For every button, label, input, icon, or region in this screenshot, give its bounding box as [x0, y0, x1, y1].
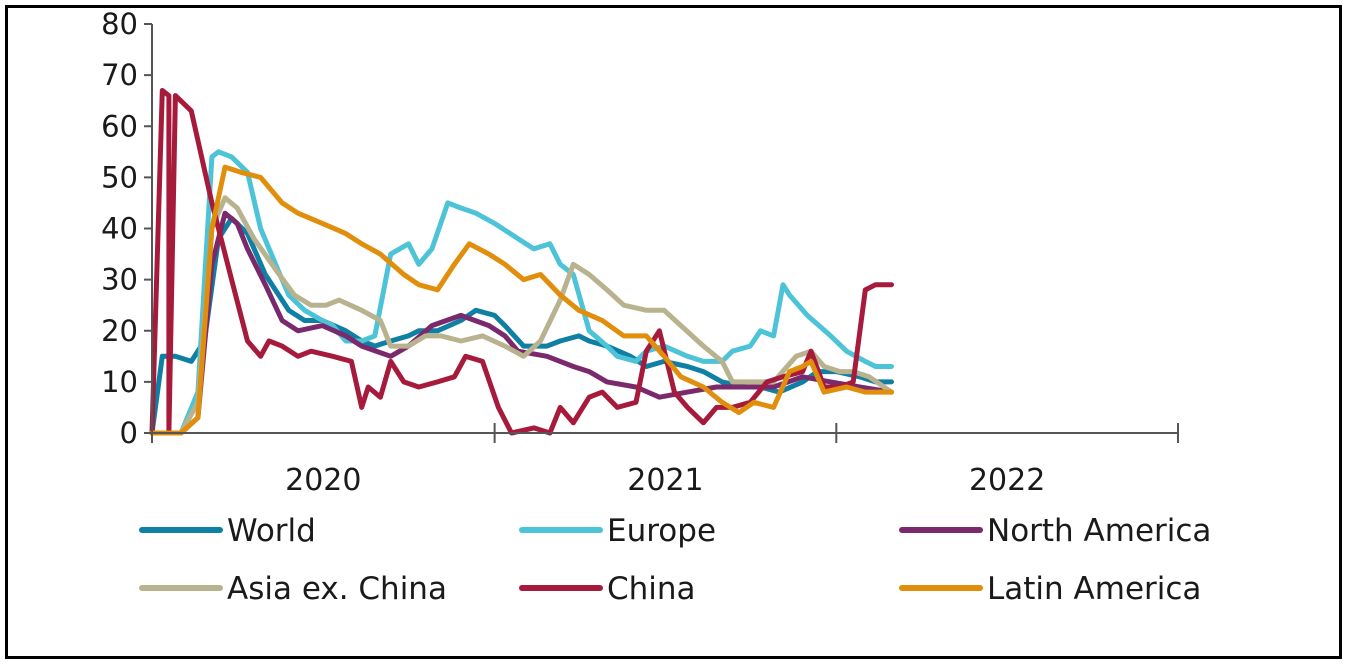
legend: World Europe North America Asia ex. China Ch…	[139, 513, 1211, 607]
y-tick-label: 50	[101, 160, 138, 194]
series-line-china	[149, 88, 894, 436]
y-axis-ticks: 0 10 20 30 40 50 60 70 80	[101, 7, 152, 450]
series-line-north-america	[149, 210, 894, 436]
x-tick-label: 2020	[285, 463, 361, 498]
y-tick-label: 0	[120, 416, 138, 450]
y-tick-label: 10	[101, 365, 138, 399]
legend-label: Asia ex. China	[227, 571, 447, 607]
y-tick-label: 80	[101, 7, 138, 41]
y-tick-label: 20	[101, 314, 138, 348]
x-tick-label: 2021	[627, 463, 703, 498]
legend-label: Europe	[607, 513, 716, 549]
y-tick-label: 30	[101, 263, 138, 297]
legend-label: North America	[987, 513, 1211, 549]
legend-label: Latin America	[987, 571, 1201, 607]
legend-label: China	[607, 571, 696, 607]
chart-frame	[5, 5, 1342, 659]
y-tick-label: 40	[101, 212, 138, 246]
y-tick-label: 60	[101, 109, 138, 143]
y-tick-label: 70	[101, 58, 138, 92]
legend-label: World	[227, 513, 316, 549]
plot-lines	[149, 88, 894, 436]
x-tick-label: 2022	[969, 463, 1045, 498]
series-line-latin-america	[149, 164, 894, 436]
x-axis-ticks: 2020 2021 2022	[151, 423, 1179, 498]
